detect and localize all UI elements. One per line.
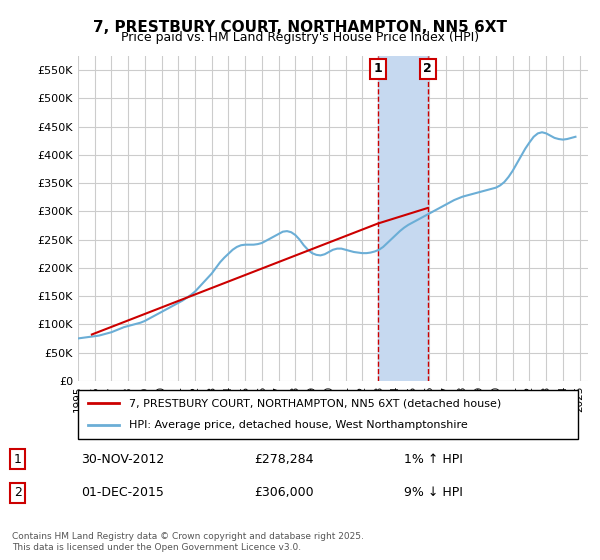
Text: 9% ↓ HPI: 9% ↓ HPI xyxy=(404,486,463,500)
Text: 7, PRESTBURY COURT, NORTHAMPTON, NN5 6XT (detached house): 7, PRESTBURY COURT, NORTHAMPTON, NN5 6XT… xyxy=(129,398,501,408)
FancyBboxPatch shape xyxy=(78,390,578,438)
Text: Contains HM Land Registry data © Crown copyright and database right 2025.
This d: Contains HM Land Registry data © Crown c… xyxy=(12,532,364,552)
Text: 01-DEC-2015: 01-DEC-2015 xyxy=(81,486,164,500)
Text: 1: 1 xyxy=(373,63,382,76)
Text: 1% ↑ HPI: 1% ↑ HPI xyxy=(404,452,463,466)
Text: 1: 1 xyxy=(14,452,22,466)
Text: £278,284: £278,284 xyxy=(254,452,313,466)
Text: 7, PRESTBURY COURT, NORTHAMPTON, NN5 6XT: 7, PRESTBURY COURT, NORTHAMPTON, NN5 6XT xyxy=(93,20,507,35)
Text: £306,000: £306,000 xyxy=(254,486,314,500)
Bar xyxy=(377,56,428,381)
Text: 2: 2 xyxy=(14,486,22,500)
Text: 2: 2 xyxy=(424,63,432,76)
Text: HPI: Average price, detached house, West Northamptonshire: HPI: Average price, detached house, West… xyxy=(129,421,468,431)
Text: Price paid vs. HM Land Registry's House Price Index (HPI): Price paid vs. HM Land Registry's House … xyxy=(121,31,479,44)
Text: 30-NOV-2012: 30-NOV-2012 xyxy=(81,452,164,466)
